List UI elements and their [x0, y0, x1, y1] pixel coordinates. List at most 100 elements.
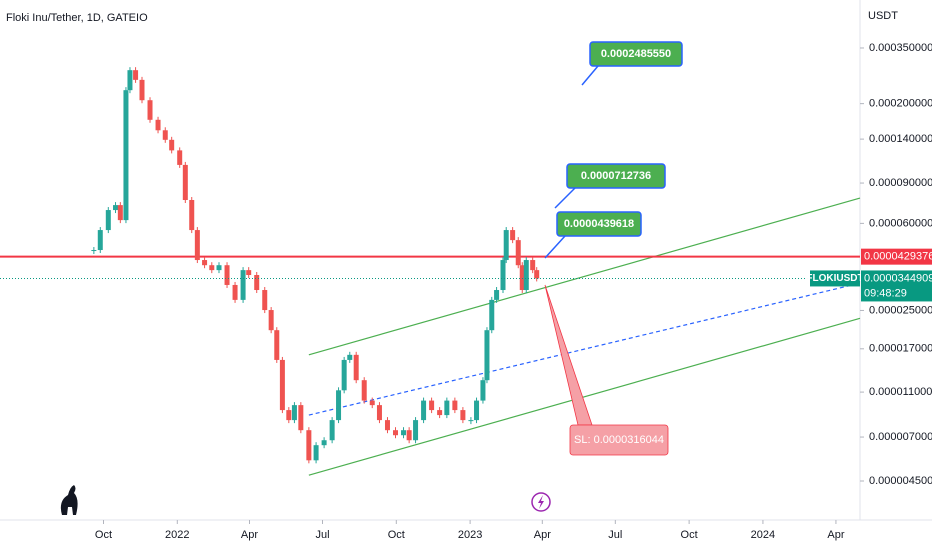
- candle: [279, 359, 285, 411]
- candle: [437, 410, 443, 416]
- candle: [413, 420, 419, 441]
- candle: [523, 260, 529, 291]
- x-tick-label: Oct: [388, 529, 405, 541]
- annotation-text: 0.0002485550: [601, 48, 671, 60]
- candle: [105, 210, 111, 231]
- x-tick-label: 2024: [751, 529, 775, 541]
- annotation-pointer: [554, 187, 576, 209]
- annotation-box: [556, 211, 642, 237]
- symbol-tag-label: FLOKIUSDT: [806, 273, 863, 284]
- candle: [480, 380, 486, 401]
- x-tick-label: Oct: [95, 529, 112, 541]
- candle: [406, 430, 412, 441]
- candle: [113, 205, 119, 211]
- chart-title: Floki Inu/Tether, 1D, GATEIO: [6, 12, 148, 24]
- x-tick-label: 2022: [165, 529, 189, 541]
- candle: [194, 230, 200, 261]
- x-tick-label: Jul: [608, 529, 622, 541]
- trend-line: [308, 317, 861, 476]
- candle: [530, 260, 536, 271]
- candle: [133, 70, 139, 80]
- candle: [202, 260, 208, 266]
- candle: [329, 420, 335, 441]
- annotation-box: [569, 424, 669, 456]
- candle: [182, 164, 188, 200]
- candle: [286, 410, 292, 421]
- x-tick-label: Apr: [241, 529, 258, 541]
- x-tick-label: 2023: [458, 529, 482, 541]
- candle: [484, 330, 490, 381]
- annotation-pointer: [581, 65, 599, 86]
- candle: [298, 405, 304, 431]
- y-tick-label: 0.0000110000: [869, 386, 932, 398]
- candle: [209, 265, 215, 271]
- candle: [519, 265, 525, 291]
- candle: [313, 445, 319, 461]
- candle: [421, 400, 427, 421]
- candle: [444, 400, 450, 416]
- candle: [401, 430, 407, 436]
- annotation-pointer: [544, 284, 593, 426]
- candle: [127, 70, 133, 91]
- candle: [460, 410, 466, 421]
- candle: [321, 440, 327, 446]
- annotation-box: [589, 41, 683, 67]
- candle: [177, 150, 183, 165]
- y-tick-label: 0.0000045000: [869, 475, 932, 487]
- candle: [189, 199, 195, 231]
- candle: [268, 310, 274, 331]
- candle: [376, 405, 382, 421]
- candle: [240, 270, 246, 300]
- candle: [262, 290, 268, 311]
- lightning-icon: [531, 492, 551, 512]
- annotation-box: [566, 163, 666, 189]
- candle: [489, 299, 495, 331]
- candle: [291, 405, 297, 421]
- candle: [369, 400, 375, 406]
- candle: [123, 90, 129, 221]
- candle: [534, 270, 540, 279]
- candle: [155, 119, 161, 131]
- candle: [274, 330, 280, 360]
- logo: [60, 485, 78, 515]
- candle: [147, 100, 153, 120]
- last-price-tag: [861, 270, 932, 302]
- candle: [232, 284, 238, 300]
- candle: [515, 240, 521, 266]
- candle: [468, 420, 474, 422]
- annotation-text: 0.0000439618: [564, 218, 634, 230]
- candle: [384, 420, 390, 431]
- countdown-label: 09:48:29: [864, 287, 907, 299]
- candle: [224, 265, 230, 285]
- annotation-pointer: [544, 235, 566, 259]
- x-tick-label: Jul: [315, 529, 329, 541]
- candle: [429, 400, 435, 411]
- annotation-text: 0.0000712736: [581, 170, 651, 182]
- candle: [500, 260, 506, 291]
- annotation-text: SL: 0.0000316044: [574, 434, 664, 446]
- level-tag-label: 0.0000429376: [864, 251, 932, 263]
- candle: [117, 205, 123, 221]
- candle: [393, 430, 399, 436]
- candle: [216, 265, 222, 271]
- candle: [91, 250, 97, 252]
- candle: [503, 230, 509, 261]
- candle: [306, 430, 312, 461]
- candle: [246, 270, 252, 276]
- candle: [361, 380, 367, 401]
- candle: [452, 400, 458, 411]
- symbol-tag: [810, 270, 860, 287]
- x-tick-label: Apr: [827, 529, 844, 541]
- x-tick-label: Oct: [681, 529, 698, 541]
- trend-line: [308, 282, 861, 416]
- candle: [353, 354, 359, 381]
- candle: [139, 79, 145, 101]
